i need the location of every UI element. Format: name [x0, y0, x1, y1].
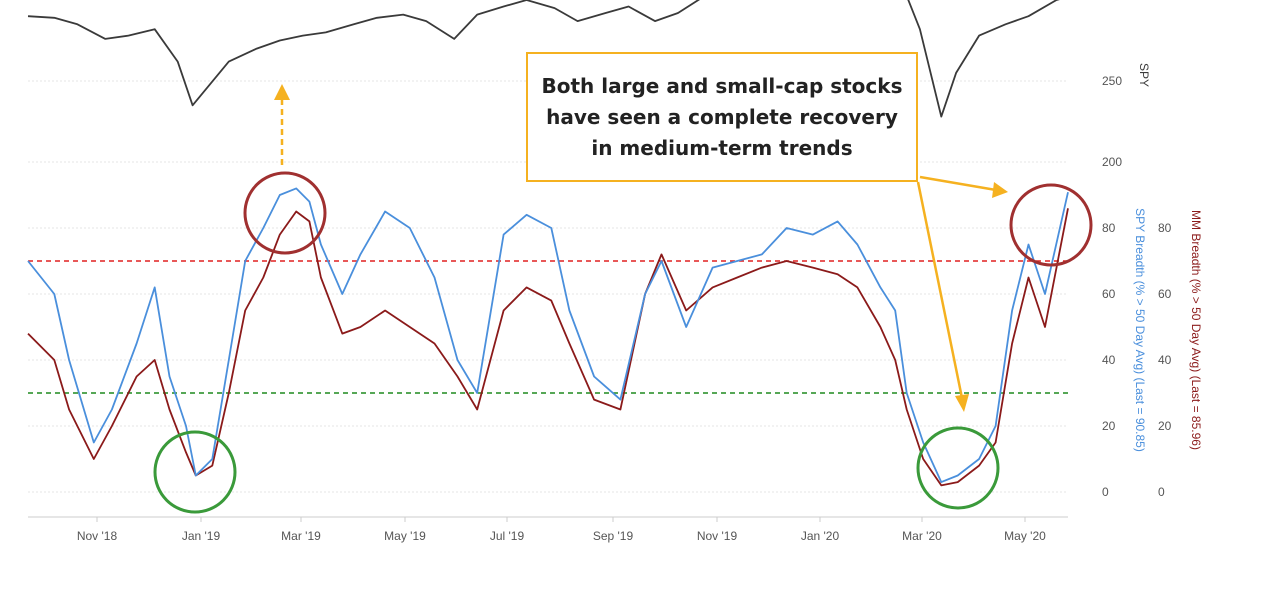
x-tick-label: Jul '19 — [490, 529, 525, 543]
spy-line — [27, 0, 1060, 118]
spy-tick-label: 250 — [1102, 74, 1122, 88]
x-tick-label: Mar '19 — [281, 529, 321, 543]
spy-breadth-axis-title: SPY Breadth (% > 50 Day Avg) (Last = 90.… — [1133, 208, 1147, 452]
spy-axis-title: SPY — [1137, 63, 1151, 87]
x-tick-label: Jan '19 — [182, 529, 221, 543]
spy-breadth-tick-label: 20 — [1102, 419, 1116, 433]
spy-breadth-tick-label: 80 — [1102, 221, 1116, 235]
highlight-circle-low-2018 — [153, 430, 237, 514]
x-axis: Nov '18 Jan '19 Mar '19 May '19 Jul '19 Sep '… — [77, 517, 1046, 543]
x-tick-label: Jan '20 — [801, 529, 840, 543]
x-tick-label: Mar '20 — [902, 529, 942, 543]
spy-breadth-tick-label: 0 — [1102, 485, 1109, 499]
mm-breadth-tick-label: 0 — [1158, 485, 1165, 499]
x-tick-label: Sep '19 — [593, 529, 634, 543]
highlight-circle-peak-2019 — [243, 171, 327, 255]
highlight-circle-peak-2020 — [1009, 183, 1093, 267]
mm-breadth-tick-label: 80 — [1158, 221, 1172, 235]
arrow-right-shaft — [919, 175, 997, 192]
arrow-right-head — [992, 182, 1008, 198]
x-tick-label: May '20 — [1004, 529, 1046, 543]
mm-breadth-line — [27, 208, 1069, 487]
annotation-text: Both large and small-cap stocks have see… — [541, 73, 903, 160]
threshold-lines — [28, 260, 1068, 394]
highlight-circle-low-2020 — [916, 426, 1000, 510]
mm-breadth-tick-label: 60 — [1158, 287, 1172, 301]
spy-breadth-tick-label: 60 — [1102, 287, 1116, 301]
x-tick-label: Nov '19 — [697, 529, 738, 543]
annotation-marks — [153, 84, 1093, 514]
arrow-down-head — [955, 394, 969, 412]
annotation-callout: Both large and small-cap stocks have see… — [526, 52, 918, 182]
spy-breadth-line — [27, 187, 1069, 484]
spy-breadth-tick-label: 40 — [1102, 353, 1116, 367]
mm-breadth-axis-title: MM Breadth (% > 50 Day Avg) (Last = 85.9… — [1189, 210, 1203, 450]
spy-tick-label: 200 — [1102, 155, 1122, 169]
x-tick-label: May '19 — [384, 529, 426, 543]
arrow-down-shaft — [916, 181, 964, 399]
mm-breadth-tick-label: 40 — [1158, 353, 1172, 367]
arrow-up-head — [274, 84, 290, 100]
x-tick-label: Nov '18 — [77, 529, 118, 543]
series-layer — [27, 0, 1069, 487]
mm-breadth-tick-label: 20 — [1158, 419, 1172, 433]
